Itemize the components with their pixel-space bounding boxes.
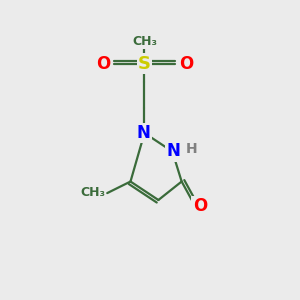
Text: O: O bbox=[179, 55, 193, 73]
Text: O: O bbox=[96, 55, 110, 73]
Text: N: N bbox=[167, 142, 181, 160]
Text: CH₃: CH₃ bbox=[132, 35, 157, 48]
Text: S: S bbox=[138, 55, 151, 73]
Text: H: H bbox=[186, 142, 197, 156]
Text: N: N bbox=[136, 124, 150, 142]
Text: O: O bbox=[193, 197, 207, 215]
Text: CH₃: CH₃ bbox=[80, 186, 105, 199]
